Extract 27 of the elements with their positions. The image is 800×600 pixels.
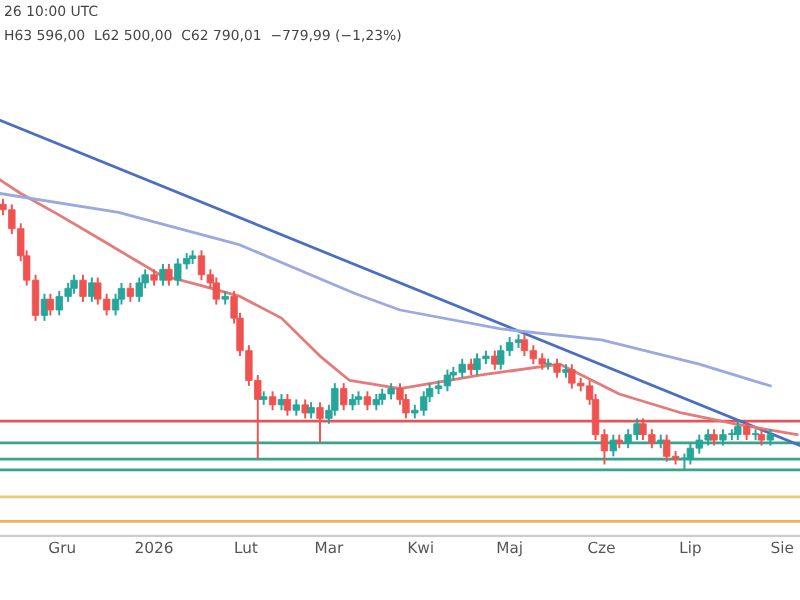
candlestick: [624, 428, 632, 450]
candlestick: [491, 349, 499, 371]
candlestick: [363, 390, 372, 412]
candlestick: [520, 333, 529, 358]
candlestick: [46, 292, 55, 317]
candlestick: [662, 433, 671, 463]
candlestick: [529, 344, 538, 366]
candlestick: [553, 357, 561, 379]
candlestick: [609, 433, 618, 458]
candlestick: [79, 273, 87, 303]
candlestick: [301, 398, 309, 420]
candlestick: [316, 401, 324, 444]
candlestick: [443, 368, 452, 393]
candlestick: [70, 273, 78, 295]
candlestick: [283, 393, 292, 417]
candlestick: [126, 281, 135, 303]
candlestick: [340, 382, 348, 412]
candlestick: [686, 441, 695, 466]
candlestick: [135, 276, 143, 303]
candlestick: [505, 336, 514, 358]
candlestick: [268, 390, 277, 412]
candlestick: [212, 276, 220, 306]
candlestick: [331, 382, 339, 417]
candlestick: [734, 420, 742, 442]
candlestick: [165, 262, 173, 287]
candlestick: [742, 420, 751, 442]
candlestick: [197, 249, 206, 282]
